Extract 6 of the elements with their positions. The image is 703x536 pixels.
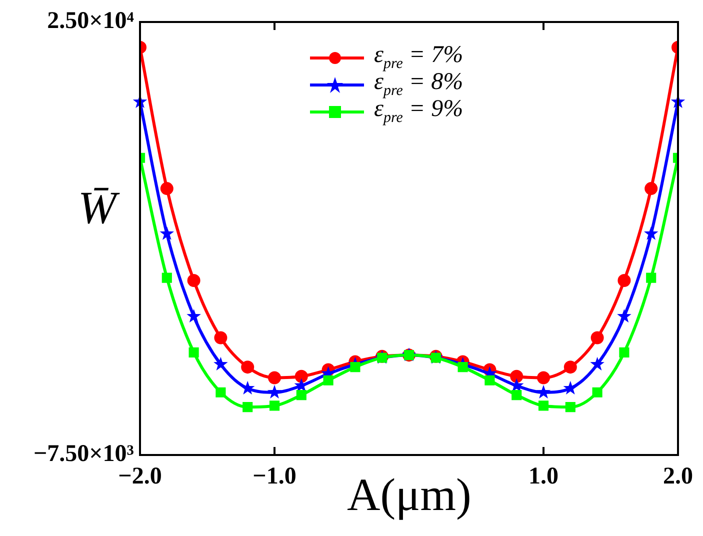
- x-tick-label: 1.0: [528, 464, 558, 490]
- legend-label: ε$_{pre}$ = 7%: [374, 42, 464, 72]
- x-tick-label: −1.0: [252, 464, 296, 490]
- y-tick-label: 2.50×10⁴: [47, 8, 134, 34]
- x-axis-title: A(μm): [347, 469, 472, 520]
- x-tick-label: 2.0: [663, 464, 693, 490]
